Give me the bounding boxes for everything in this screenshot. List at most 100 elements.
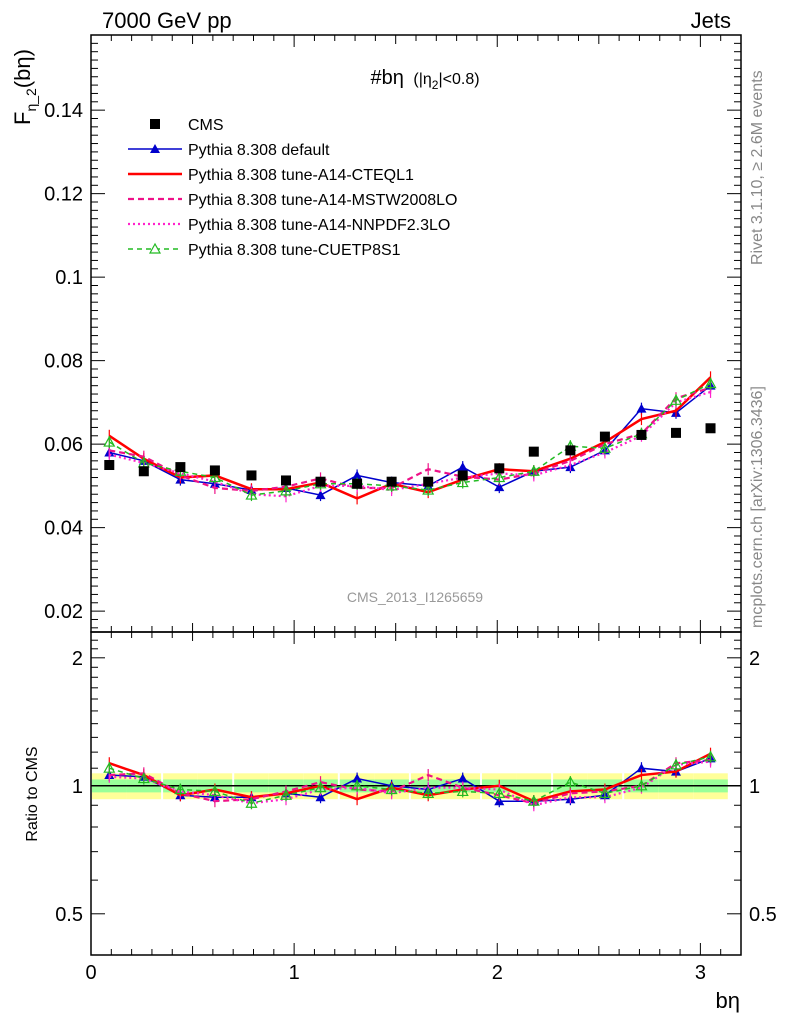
cms-data-point (457, 470, 468, 481)
y-axis-label-base: F (10, 112, 35, 125)
series-cuetp-line (108, 382, 711, 496)
ratio-series-cuetp-point (279, 789, 293, 800)
header-right-label: Jets (691, 8, 731, 33)
ratio-series-cuetp-point (208, 785, 221, 797)
y-tick-label: 0.02 (44, 601, 83, 623)
series-cuetp-point (456, 476, 469, 488)
legend-label-default: Pythia 8.308 default (188, 142, 330, 159)
ratio-y-tick-label-right: 0.5 (749, 904, 777, 926)
header-left-label: 7000 GeV pp (102, 8, 232, 33)
analysis-id-label: CMS_2013_I1265659 (347, 589, 483, 605)
ratio-series-cuetp-point (456, 785, 469, 797)
cms-data-point (104, 460, 115, 471)
ratio-series-cuetp-point (245, 796, 258, 808)
main-plot: 0.02 0.04 0.06 0.08 0.1 0.12 0.14 (44, 34, 742, 633)
ratio-series-cuetp-point (527, 794, 540, 806)
series-mstw-line (109, 386, 711, 492)
y-tick-label: 0.1 (55, 267, 83, 289)
ratio-y-axis-label: Ratio to CMS (24, 746, 41, 841)
cms-data-point (281, 475, 291, 486)
ratio-series-default-point (352, 773, 363, 783)
x-tick-label: 1 (289, 962, 300, 984)
legend-marker-default (150, 144, 160, 153)
y-tick-label: 0.06 (44, 434, 83, 456)
series-cteql1-line (108, 376, 712, 500)
cms-data-point (494, 463, 505, 474)
cms-data-point (246, 470, 257, 481)
ratio-y-tick-label: 2 (72, 648, 83, 670)
legend: CMS Pythia 8.308 default Pythia 8.308 tune… (128, 117, 457, 259)
legend-label-nnpdf: Pythia 8.308 tune-A14-NNPDF2.3LO (188, 217, 450, 234)
cms-data-point (386, 476, 397, 487)
ratio-series-cuetp-point (564, 775, 577, 787)
ratio-series-cuetp-point (493, 787, 506, 798)
ratio-series-cuetp-line (109, 756, 711, 804)
legend-marker-cuetp (148, 242, 162, 254)
ratio-y-tick-label: 1 (72, 776, 83, 798)
series-cuetp-point (208, 471, 221, 483)
legend-label-cuetp: Pythia 8.308 tune-CUETP8S1 (188, 242, 401, 259)
cms-data-point (209, 465, 220, 476)
ratio-series-default-line (109, 757, 711, 802)
ratio-series-cuetp-point (635, 779, 648, 791)
series-default-point (636, 403, 647, 413)
ratio-y-tick-label: 0.5 (55, 904, 83, 926)
cms-data-point (423, 476, 434, 487)
cms-data-point (599, 431, 610, 442)
ratio-series-cuetp-point (704, 750, 717, 762)
side-label-mcplots: mcplots.cern.ch [arXiv:1306.3436] (749, 386, 766, 628)
ratio-series-nnpdf-line (109, 760, 711, 807)
x-tick-label: 3 (695, 962, 706, 984)
legend-label-mstw: Pythia 8.308 tune-A14-MSTW2008LO (188, 192, 457, 209)
ratio-series-cuetp-point (422, 787, 435, 798)
series-cuetp-point (422, 483, 435, 495)
series-default-point (352, 470, 363, 480)
ratio-series-default-point (457, 773, 468, 783)
y-tick-label: 0.08 (44, 351, 83, 373)
ratio-series-default-point (315, 792, 326, 802)
y-axis-label: Fη_2(bη) (10, 49, 39, 125)
series-cuetp-point (245, 488, 258, 500)
cms-data-point (315, 476, 326, 487)
ratio-series-mstw-line (109, 758, 711, 805)
ratio-series-cuetp-point (314, 781, 327, 793)
plot-title-sub-index: 2 (432, 78, 439, 92)
cms-data-point (352, 478, 363, 489)
series-default-point (315, 490, 326, 500)
series-default-point (494, 482, 505, 492)
x-axis-label: bη (716, 988, 740, 1013)
x-tick-label: 2 (492, 962, 503, 984)
plot-title: #bη (|η2|<0.8) (370, 67, 479, 92)
ratio-series-cuetp-point (669, 758, 683, 770)
series-default-point (457, 462, 468, 472)
cms-data-point (705, 423, 716, 434)
ratio-series-cuetp-point (103, 761, 116, 773)
ratio-series-cuetp-point (137, 772, 150, 784)
ratio-plot: 0 1 2 3 0.5 0.5 1 1 2 2 (55, 631, 777, 984)
cms-data-point (565, 445, 576, 456)
series-cuetp-point (527, 465, 540, 476)
plot-title-sub: (|η (413, 71, 431, 88)
ratio-y-tick-label-right: 1 (749, 776, 760, 798)
ratio-y-tick-label-right: 2 (749, 648, 760, 670)
y-tick-label: 0.14 (44, 100, 83, 122)
y-tick-label: 0.04 (44, 518, 83, 540)
y-axis-label-arg: (bη) (10, 49, 35, 88)
cms-data-point (138, 466, 149, 477)
x-tick-label: 0 (85, 962, 96, 984)
cms-data-point (671, 427, 681, 438)
ratio-series-cuetp-point (385, 783, 398, 795)
legend-label-cms: CMS (188, 117, 224, 134)
series-cuetp-point (669, 394, 683, 405)
series-cuetp-point (598, 442, 611, 453)
series-cuetp-point (704, 377, 717, 389)
ratio-series-cuetp-point (174, 783, 187, 795)
side-label-rivet: Rivet 3.1.10, ≥ 2.6M events (749, 70, 766, 265)
series-cuetp-point (279, 484, 293, 496)
legend-marker-cms (150, 119, 160, 129)
plot-title-sub-end: |<0.8) (438, 71, 479, 88)
ratio-series-cuetp-point (598, 787, 611, 798)
cms-data-point (175, 462, 186, 473)
